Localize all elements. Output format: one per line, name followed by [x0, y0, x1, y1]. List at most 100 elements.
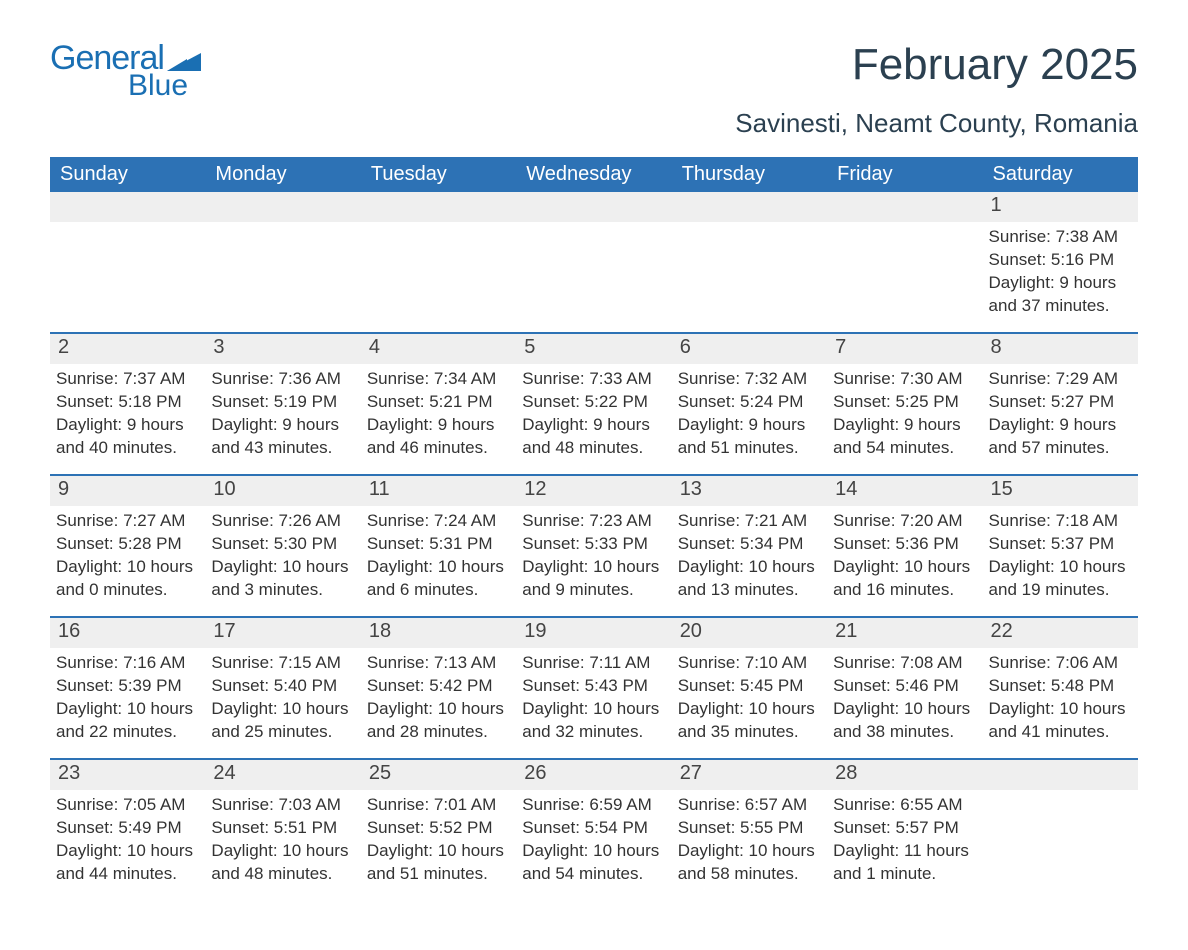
day-number-band: 27: [672, 760, 827, 790]
sunrise-line: Sunrise: 6:59 AM: [522, 794, 665, 817]
day-details: Sunrise: 7:20 AMSunset: 5:36 PMDaylight:…: [827, 506, 982, 612]
day-number-band: 1: [983, 192, 1138, 222]
day-header: Thursday: [672, 157, 827, 192]
day-header: Tuesday: [361, 157, 516, 192]
calendar-header-row: Sunday Monday Tuesday Wednesday Thursday…: [50, 157, 1138, 192]
title-block: February 2025 Savinesti, Neamt County, R…: [735, 40, 1138, 139]
logo-text-2: Blue: [128, 72, 201, 101]
daylight-line: Daylight: 10 hours and 19 minutes.: [989, 556, 1132, 602]
calendar-cell: 5Sunrise: 7:33 AMSunset: 5:22 PMDaylight…: [516, 333, 671, 475]
brand-logo: General Blue: [50, 40, 201, 101]
calendar-cell: 2Sunrise: 7:37 AMSunset: 5:18 PMDaylight…: [50, 333, 205, 475]
calendar-week-row: 2Sunrise: 7:37 AMSunset: 5:18 PMDaylight…: [50, 333, 1138, 475]
calendar-cell: 8Sunrise: 7:29 AMSunset: 5:27 PMDaylight…: [983, 333, 1138, 475]
day-number-band: 3: [205, 334, 360, 364]
sunset-line: Sunset: 5:45 PM: [678, 675, 821, 698]
calendar-cell: [516, 192, 671, 333]
sunrise-line: Sunrise: 7:05 AM: [56, 794, 199, 817]
day-details: Sunrise: 7:34 AMSunset: 5:21 PMDaylight:…: [361, 364, 516, 470]
day-number-band: 24: [205, 760, 360, 790]
calendar-week-row: 16Sunrise: 7:16 AMSunset: 5:39 PMDayligh…: [50, 617, 1138, 759]
sunrise-line: Sunrise: 7:20 AM: [833, 510, 976, 533]
sunrise-line: Sunrise: 7:34 AM: [367, 368, 510, 391]
sunrise-line: Sunrise: 7:29 AM: [989, 368, 1132, 391]
daylight-line: Daylight: 9 hours and 43 minutes.: [211, 414, 354, 460]
calendar-cell: 13Sunrise: 7:21 AMSunset: 5:34 PMDayligh…: [672, 475, 827, 617]
calendar-cell: 16Sunrise: 7:16 AMSunset: 5:39 PMDayligh…: [50, 617, 205, 759]
day-number-band: 20: [672, 618, 827, 648]
sunset-line: Sunset: 5:31 PM: [367, 533, 510, 556]
day-number-band: 11: [361, 476, 516, 506]
calendar-week-row: 9Sunrise: 7:27 AMSunset: 5:28 PMDaylight…: [50, 475, 1138, 617]
day-number-band: [361, 192, 516, 222]
daylight-line: Daylight: 10 hours and 6 minutes.: [367, 556, 510, 602]
day-number-band: 28: [827, 760, 982, 790]
calendar-cell: [50, 192, 205, 333]
calendar-cell: [205, 192, 360, 333]
daylight-line: Daylight: 10 hours and 25 minutes.: [211, 698, 354, 744]
day-details: Sunrise: 7:11 AMSunset: 5:43 PMDaylight:…: [516, 648, 671, 754]
sunset-line: Sunset: 5:55 PM: [678, 817, 821, 840]
calendar-cell: 27Sunrise: 6:57 AMSunset: 5:55 PMDayligh…: [672, 759, 827, 900]
day-number-band: 18: [361, 618, 516, 648]
day-number-band: 23: [50, 760, 205, 790]
day-details: [50, 222, 205, 236]
calendar-cell: 6Sunrise: 7:32 AMSunset: 5:24 PMDaylight…: [672, 333, 827, 475]
day-details: Sunrise: 7:38 AMSunset: 5:16 PMDaylight:…: [983, 222, 1138, 328]
sunset-line: Sunset: 5:57 PM: [833, 817, 976, 840]
daylight-line: Daylight: 9 hours and 51 minutes.: [678, 414, 821, 460]
sunset-line: Sunset: 5:34 PM: [678, 533, 821, 556]
day-number-band: [205, 192, 360, 222]
day-details: Sunrise: 7:30 AMSunset: 5:25 PMDaylight:…: [827, 364, 982, 470]
day-number-band: 6: [672, 334, 827, 364]
sunset-line: Sunset: 5:18 PM: [56, 391, 199, 414]
day-number-band: 10: [205, 476, 360, 506]
sunset-line: Sunset: 5:25 PM: [833, 391, 976, 414]
daylight-line: Daylight: 10 hours and 3 minutes.: [211, 556, 354, 602]
sunset-line: Sunset: 5:40 PM: [211, 675, 354, 698]
day-number-band: 4: [361, 334, 516, 364]
daylight-line: Daylight: 9 hours and 40 minutes.: [56, 414, 199, 460]
daylight-line: Daylight: 10 hours and 41 minutes.: [989, 698, 1132, 744]
day-number-band: 13: [672, 476, 827, 506]
calendar-cell: 14Sunrise: 7:20 AMSunset: 5:36 PMDayligh…: [827, 475, 982, 617]
day-details: [516, 222, 671, 236]
sunset-line: Sunset: 5:22 PM: [522, 391, 665, 414]
sunrise-line: Sunrise: 7:36 AM: [211, 368, 354, 391]
day-number-band: [983, 760, 1138, 790]
calendar-cell: 19Sunrise: 7:11 AMSunset: 5:43 PMDayligh…: [516, 617, 671, 759]
calendar-cell: 10Sunrise: 7:26 AMSunset: 5:30 PMDayligh…: [205, 475, 360, 617]
calendar-week-row: 1Sunrise: 7:38 AMSunset: 5:16 PMDaylight…: [50, 192, 1138, 333]
sunset-line: Sunset: 5:52 PM: [367, 817, 510, 840]
daylight-line: Daylight: 10 hours and 38 minutes.: [833, 698, 976, 744]
daylight-line: Daylight: 9 hours and 54 minutes.: [833, 414, 976, 460]
day-details: Sunrise: 7:36 AMSunset: 5:19 PMDaylight:…: [205, 364, 360, 470]
day-number-band: 16: [50, 618, 205, 648]
sunrise-line: Sunrise: 7:08 AM: [833, 652, 976, 675]
day-number-band: 26: [516, 760, 671, 790]
sunset-line: Sunset: 5:19 PM: [211, 391, 354, 414]
sunrise-line: Sunrise: 6:55 AM: [833, 794, 976, 817]
location-subtitle: Savinesti, Neamt County, Romania: [735, 108, 1138, 139]
day-details: Sunrise: 7:06 AMSunset: 5:48 PMDaylight:…: [983, 648, 1138, 754]
sunset-line: Sunset: 5:49 PM: [56, 817, 199, 840]
daylight-line: Daylight: 9 hours and 48 minutes.: [522, 414, 665, 460]
sunrise-line: Sunrise: 7:30 AM: [833, 368, 976, 391]
day-details: Sunrise: 7:23 AMSunset: 5:33 PMDaylight:…: [516, 506, 671, 612]
daylight-line: Daylight: 10 hours and 32 minutes.: [522, 698, 665, 744]
day-details: Sunrise: 7:29 AMSunset: 5:27 PMDaylight:…: [983, 364, 1138, 470]
sunrise-line: Sunrise: 7:21 AM: [678, 510, 821, 533]
sunrise-line: Sunrise: 7:33 AM: [522, 368, 665, 391]
calendar-cell: 3Sunrise: 7:36 AMSunset: 5:19 PMDaylight…: [205, 333, 360, 475]
day-details: [827, 222, 982, 236]
daylight-line: Daylight: 10 hours and 35 minutes.: [678, 698, 821, 744]
day-details: Sunrise: 6:59 AMSunset: 5:54 PMDaylight:…: [516, 790, 671, 896]
day-number-band: 17: [205, 618, 360, 648]
day-header: Monday: [205, 157, 360, 192]
daylight-line: Daylight: 10 hours and 9 minutes.: [522, 556, 665, 602]
day-details: Sunrise: 7:32 AMSunset: 5:24 PMDaylight:…: [672, 364, 827, 470]
day-details: Sunrise: 7:33 AMSunset: 5:22 PMDaylight:…: [516, 364, 671, 470]
calendar-cell: [827, 192, 982, 333]
calendar-cell: 21Sunrise: 7:08 AMSunset: 5:46 PMDayligh…: [827, 617, 982, 759]
daylight-line: Daylight: 11 hours and 1 minute.: [833, 840, 976, 886]
